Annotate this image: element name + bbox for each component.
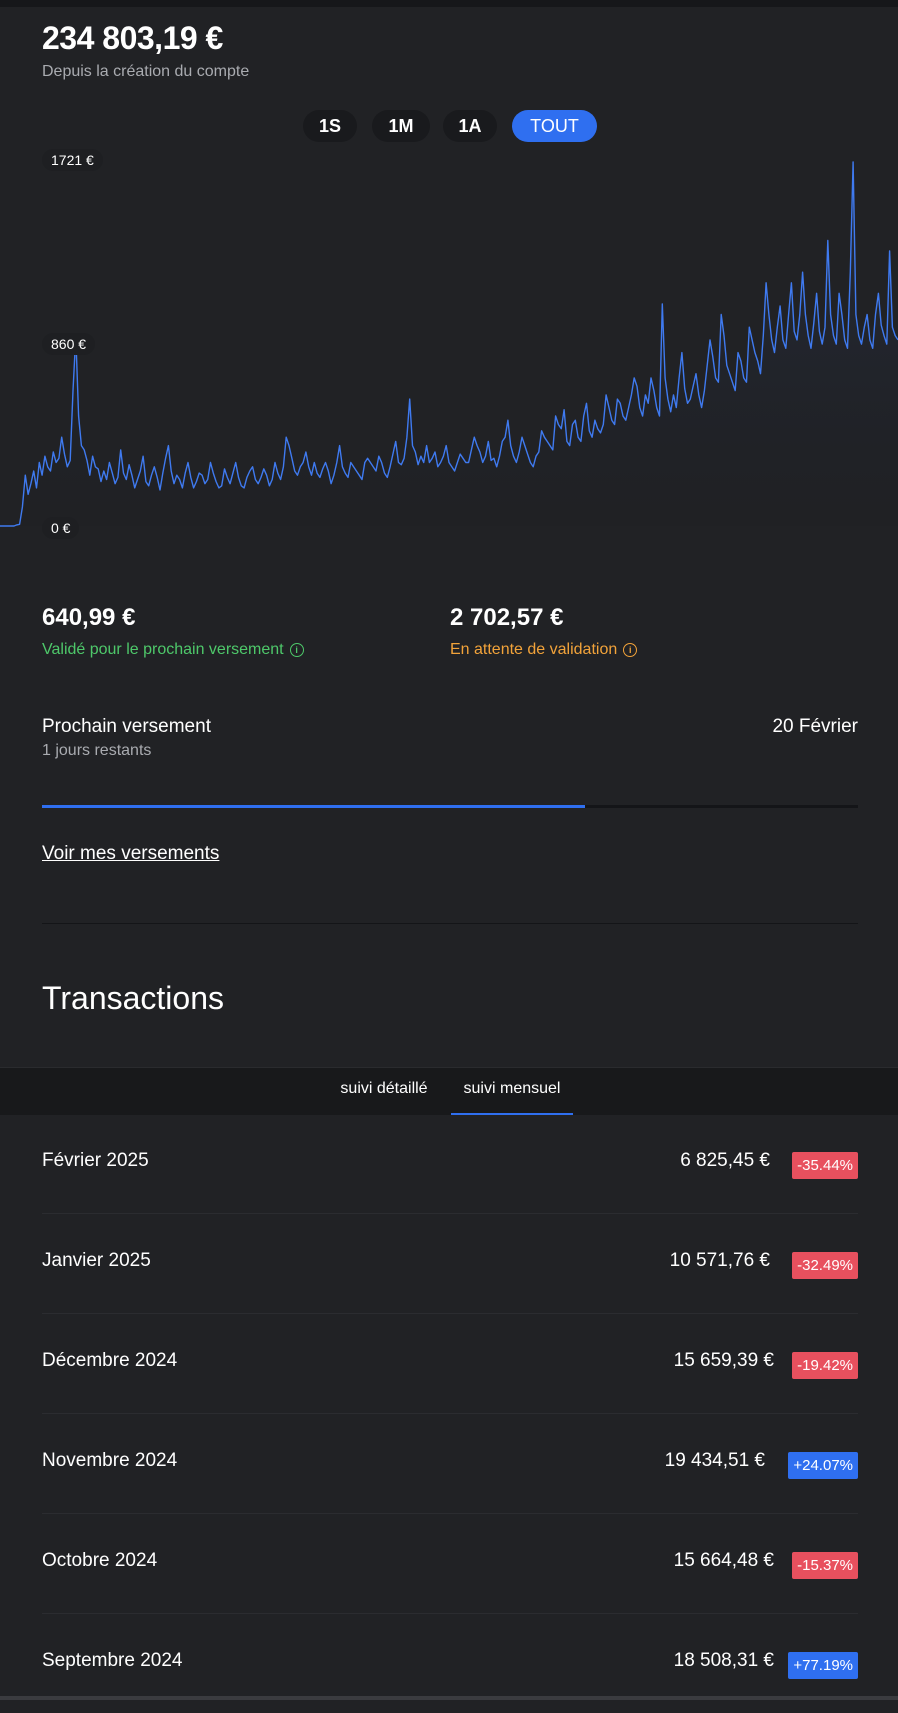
info-icon[interactable]: i (289, 643, 304, 657)
chart-area-fill (0, 162, 898, 526)
transactions-tabs: suivi détaillé suivi mensuel (0, 1067, 898, 1115)
next-payout-title: Prochain versement (42, 716, 211, 737)
row-month: Décembre 2024 (42, 1350, 178, 1371)
change-badge: -15.37% (792, 1552, 858, 1579)
tab-detailed[interactable]: suivi détaillé (340, 1080, 428, 1097)
validated-label-text: Validé pour le prochain versement (42, 641, 284, 658)
section-divider (42, 923, 858, 924)
top-bar (0, 0, 898, 7)
range-tab-1a[interactable]: 1A (443, 110, 497, 142)
row-month: Octobre 2024 (42, 1550, 158, 1571)
balance-subtitle: Depuis la création du compte (42, 63, 250, 80)
y-tick-label-max: 1721 € (42, 149, 103, 171)
range-tab-1s[interactable]: 1S (303, 110, 357, 142)
list-item[interactable]: Octobre 2024 15 664,48 € -15.37% (42, 1514, 858, 1614)
list-item[interactable]: Février 2025 6 825,45 € -35.44% (42, 1114, 858, 1214)
payout-progress-fill (42, 805, 585, 808)
list-item[interactable]: Novembre 2024 19 434,51 € +24.07% (42, 1414, 858, 1514)
tab-monthly[interactable]: suivi mensuel (451, 1068, 573, 1115)
chart-series-line (0, 161, 898, 527)
range-tabs: 1S 1M 1A TOUT (0, 110, 898, 142)
total-balance: 234 803,19 € (42, 20, 223, 56)
row-month: Février 2025 (42, 1150, 149, 1171)
validated-label: Validé pour le prochain versement i (42, 641, 304, 659)
pending-amount: 2 702,57 € (450, 604, 564, 631)
info-icon[interactable]: i (623, 643, 638, 657)
change-badge: -19.42% (792, 1352, 858, 1379)
pending-label-text: En attente de validation (450, 641, 618, 658)
validated-amount: 640,99 € (42, 604, 136, 631)
row-month: Janvier 2025 (42, 1250, 151, 1271)
range-tab-1m[interactable]: 1M (372, 110, 430, 142)
monthly-list: Février 2025 6 825,45 € -35.44% Janvier … (42, 1114, 858, 1713)
payout-progress-bar (42, 805, 858, 808)
row-amount: 6 825,45 € (680, 1150, 770, 1171)
earnings-chart-svg (0, 146, 898, 530)
y-tick-label-mid: 860 € (42, 333, 96, 355)
row-amount: 15 659,39 € (673, 1350, 774, 1371)
row-amount: 18 508,31 € (673, 1650, 774, 1671)
next-payout-date: 20 Février (772, 716, 858, 737)
change-badge: +77.19% (788, 1652, 858, 1679)
pending-label: En attente de validation i (450, 641, 638, 659)
range-tab-tout[interactable]: TOUT (512, 110, 597, 142)
list-item[interactable]: Septembre 2024 18 508,31 € +77.19% (42, 1614, 858, 1713)
earnings-chart: 1721 € 860 € 0 € (0, 146, 898, 539)
list-item[interactable]: Décembre 2024 15 659,39 € -19.42% (42, 1314, 858, 1414)
row-amount: 19 434,51 € (664, 1450, 765, 1471)
list-item[interactable]: Janvier 2025 10 571,76 € -32.49% (42, 1214, 858, 1314)
bottom-bar (0, 1696, 898, 1700)
transactions-heading: Transactions (42, 980, 224, 1016)
row-amount: 10 571,76 € (669, 1250, 770, 1271)
view-payouts-link[interactable]: Voir mes versements (42, 843, 220, 864)
change-badge: -32.49% (792, 1252, 858, 1279)
row-month: Septembre 2024 (42, 1650, 183, 1671)
y-tick-label-zero: 0 € (42, 517, 80, 539)
row-amount: 15 664,48 € (673, 1550, 774, 1571)
row-month: Novembre 2024 (42, 1450, 178, 1471)
change-badge: +24.07% (788, 1452, 858, 1479)
change-badge: -35.44% (792, 1152, 858, 1179)
next-payout-remaining: 1 jours restants (42, 742, 152, 759)
